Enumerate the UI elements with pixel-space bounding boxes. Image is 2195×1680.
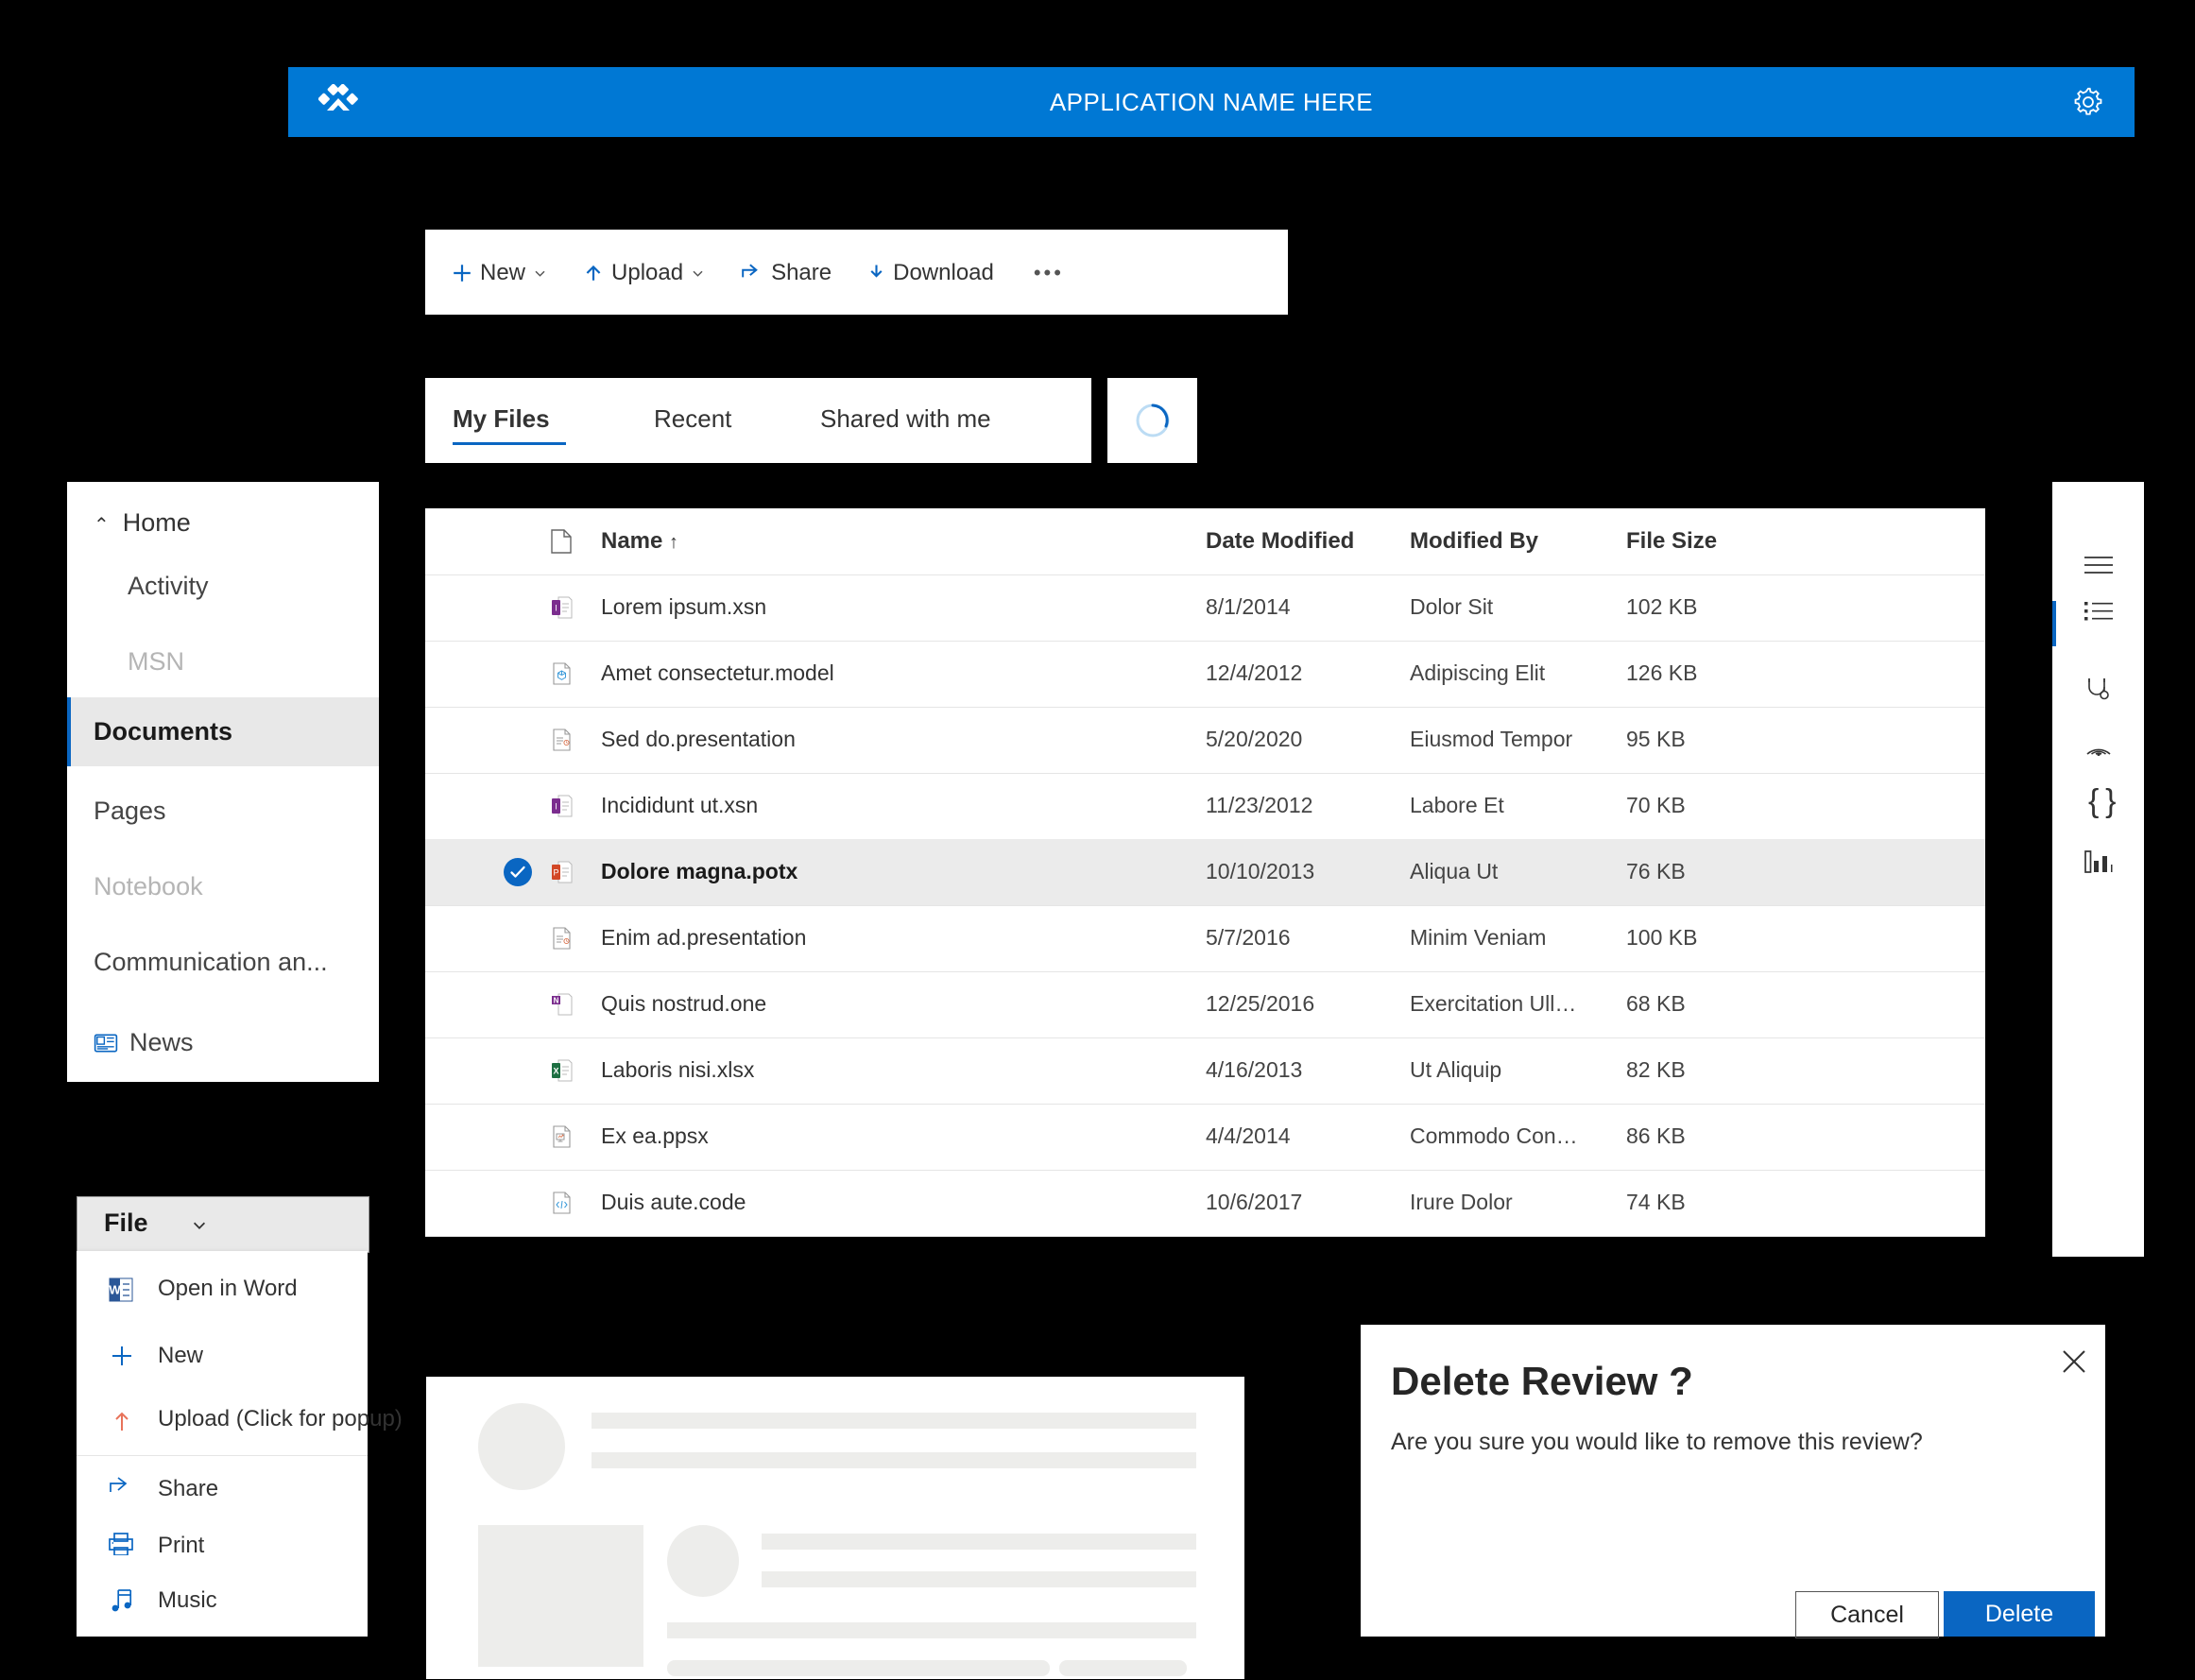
svg-text:P: P [553,868,558,878]
svg-text:X: X [553,1067,558,1076]
svg-text:W: W [109,1283,121,1297]
svg-text:I: I [555,604,557,613]
svg-text:I: I [555,802,557,812]
svg-text:N: N [554,997,559,1005]
